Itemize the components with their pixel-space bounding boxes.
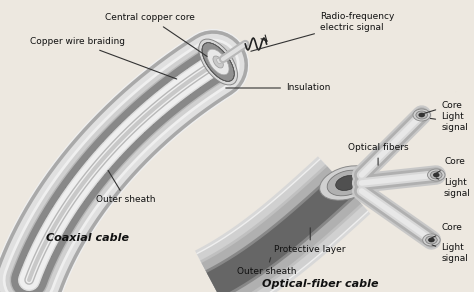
Ellipse shape: [319, 166, 374, 200]
Ellipse shape: [327, 170, 367, 196]
Ellipse shape: [419, 113, 425, 117]
Ellipse shape: [426, 236, 437, 244]
Text: Light
signal: Light signal: [430, 112, 468, 132]
Text: Outer sheath: Outer sheath: [96, 170, 156, 204]
Ellipse shape: [207, 49, 229, 75]
Ellipse shape: [428, 238, 434, 242]
Text: Radio-frequency
electric signal: Radio-frequency electric signal: [251, 12, 394, 51]
Ellipse shape: [413, 109, 430, 121]
Ellipse shape: [202, 43, 234, 81]
Text: Outer sheath: Outer sheath: [237, 258, 296, 277]
Ellipse shape: [423, 234, 440, 246]
Text: Insulation: Insulation: [226, 84, 330, 93]
Ellipse shape: [428, 169, 445, 181]
Text: Core: Core: [430, 223, 462, 239]
Ellipse shape: [433, 173, 439, 177]
Ellipse shape: [213, 56, 223, 68]
Ellipse shape: [199, 39, 237, 85]
Ellipse shape: [336, 175, 358, 190]
Text: Core: Core: [421, 100, 462, 114]
Ellipse shape: [217, 58, 221, 64]
Text: Optical-fiber cable: Optical-fiber cable: [262, 279, 378, 289]
Text: Core: Core: [436, 157, 465, 173]
Text: Light
signal: Light signal: [436, 178, 471, 198]
Text: Optical fibers: Optical fibers: [348, 143, 409, 165]
Text: Protective layer: Protective layer: [274, 228, 346, 255]
Text: Coaxial cable: Coaxial cable: [46, 233, 129, 243]
Text: Copper wire braiding: Copper wire braiding: [30, 37, 177, 79]
Ellipse shape: [416, 111, 428, 119]
Ellipse shape: [430, 171, 442, 179]
Text: Central copper core: Central copper core: [105, 13, 207, 56]
Text: Light
signal: Light signal: [432, 243, 468, 263]
